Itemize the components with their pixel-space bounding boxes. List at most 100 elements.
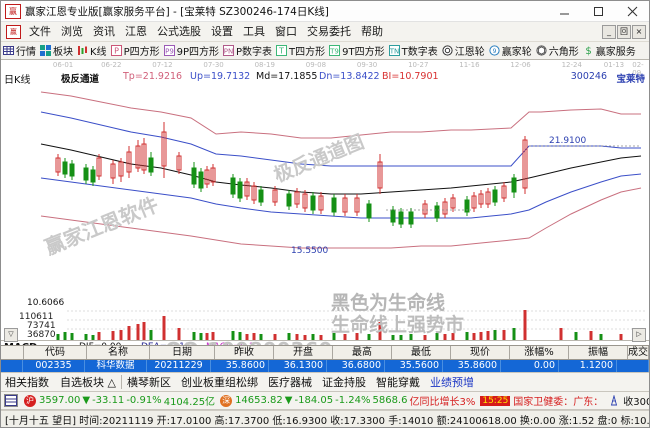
- column-low[interactable]: 最低: [392, 346, 451, 359]
- toolbar-button-p-number[interactable]: PN P数字表: [221, 43, 274, 58]
- toolbar-label: P四方形: [123, 47, 160, 58]
- indicator-param-up: Up=19.7132: [190, 71, 251, 82]
- chart-area[interactable]: 日K线 06-01 06-22 07-12 07-30 08-19 09-08 …: [1, 60, 649, 345]
- p9-square-icon: P9: [163, 45, 175, 56]
- shenzhen-index-change: -184.05: [294, 395, 334, 406]
- close-icon[interactable]: [615, 2, 649, 21]
- list-icon[interactable]: [4, 394, 18, 407]
- price-tag-right: 21.9100: [549, 136, 587, 146]
- quote-table: 代码 名称 日期 昨收 开盘 最高 最低 现价 涨幅% 振幅 成交 002335…: [1, 345, 649, 372]
- column-selector[interactable]: [1, 346, 24, 359]
- row-selector: [1, 360, 23, 372]
- shanghai-index-badge: 沪: [24, 394, 36, 407]
- menu-item-news[interactable]: 资讯: [93, 25, 115, 38]
- toolbar-button-t-square[interactable]: T T四方形: [274, 43, 327, 58]
- column-high[interactable]: 最高: [333, 346, 392, 359]
- menu-item-gann[interactable]: 江恩: [125, 25, 147, 38]
- p-number-icon: PN: [223, 45, 234, 56]
- ticker-tail-text[interactable]: 收300246分笔: [623, 397, 649, 408]
- block-item-hengqin[interactable]: 横琴新区: [126, 376, 171, 389]
- menu-item-window[interactable]: 窗口: [275, 25, 297, 38]
- column-date[interactable]: 日期: [150, 346, 215, 359]
- menu-item-settings[interactable]: 设置: [211, 25, 233, 38]
- toolbar-button-kline[interactable]: K线: [75, 43, 109, 58]
- ticker-news-1[interactable]: 亿同比增长3%: [409, 397, 476, 408]
- shenzhen-index-value: 14653.82: [235, 395, 283, 406]
- divider: [120, 375, 122, 389]
- cell-change-pct: 0.00: [501, 360, 559, 372]
- column-amplitude[interactable]: 振幅: [569, 346, 628, 359]
- toolbar-button-9t-square[interactable]: T9 9T四方形: [327, 43, 386, 58]
- svg-text:$: $: [585, 46, 591, 56]
- block-item-securities-holding[interactable]: 证金持股: [321, 376, 366, 389]
- date-tick: 02-09: [632, 61, 644, 77]
- column-code[interactable]: 代码: [24, 346, 87, 359]
- date-tick: 01-13: [603, 61, 625, 69]
- indicator-param-dn: Dn=13.8422: [319, 71, 380, 82]
- ticker-time-tag: 15:25: [480, 395, 511, 406]
- toolbar-button-winner-service[interactable]: $ 赢家服务: [581, 43, 638, 58]
- cell-low: 35.5600: [385, 360, 443, 372]
- shenzhen-index-amount: 5868.6: [372, 395, 408, 406]
- toolbar-label: 六角形: [548, 47, 579, 58]
- chart-indicator-header: 极反通道 Tp=21.9216 Up=19.7132 Md=17.1855 Dn…: [39, 71, 647, 85]
- chart-scroll-right-button[interactable]: ▷: [632, 328, 646, 342]
- mdi-minimize-icon[interactable]: _: [602, 24, 616, 39]
- toolbar-button-winner-wheel[interactable]: 9 赢家轮: [487, 43, 534, 58]
- toolbar-button-gann-wheel[interactable]: 江恩轮: [440, 43, 487, 58]
- blocks-icon: [40, 45, 51, 56]
- volume-chart-canvas: [56, 310, 646, 340]
- macd-macd: MACD=0.21: [206, 342, 261, 345]
- chart-scroll-left-button[interactable]: ▽: [4, 328, 18, 342]
- column-volume[interactable]: 成交: [628, 346, 649, 359]
- macd-dea: DEA=-0.11: [141, 342, 191, 345]
- ticker-news-2[interactable]: 国家卫健委：广东：: [513, 397, 604, 408]
- toolbar-button-quotes[interactable]: 行情: [1, 43, 38, 58]
- block-item-earnings-growth[interactable]: 业绩预增: [429, 376, 474, 389]
- toolbar-button-hexagon[interactable]: 六角形: [534, 43, 581, 58]
- toolbar-button-p-square[interactable]: P P四方形: [109, 43, 162, 58]
- date-tick: 09-08: [305, 61, 327, 69]
- toolbar-label: 板块: [53, 47, 73, 58]
- title-bar: 赢 赢家江恩专业版[赢家服务平台] - [宝莱特 SZ300246-174日K线…: [1, 1, 649, 22]
- candlestick-icon: [78, 46, 87, 55]
- column-change-pct[interactable]: 涨幅%: [510, 346, 569, 359]
- date-tick: 12-24: [561, 61, 582, 69]
- mdi-close-icon[interactable]: ×: [632, 24, 646, 39]
- price-chart-canvas: [40, 91, 642, 249]
- macd-dif: DIF=0.00: [79, 342, 121, 345]
- date-tick: 07-12: [152, 61, 173, 69]
- toolbar-button-t-number[interactable]: TN T数字表: [387, 43, 440, 58]
- cell-name: 科华数据: [85, 360, 147, 372]
- column-open[interactable]: 开盘: [274, 346, 333, 359]
- minimize-icon[interactable]: [547, 2, 581, 21]
- self-selected-block[interactable]: 自选板块 △: [60, 376, 116, 389]
- menu-item-help[interactable]: 帮助: [361, 25, 383, 38]
- toolbar-label: 9P四方形: [176, 47, 219, 58]
- app-logo-icon: 赢: [5, 3, 21, 19]
- menu-item-tools[interactable]: 工具: [243, 25, 265, 38]
- menu-item-browse[interactable]: 浏览: [61, 25, 83, 38]
- column-name[interactable]: 名称: [87, 346, 150, 359]
- chart-date-axis: 06-01 06-22 07-12 07-30 08-19 09-08 09-3…: [39, 61, 644, 77]
- menu-item-trade[interactable]: 交易委托: [307, 25, 351, 38]
- volume-label-mid: 73741: [27, 321, 56, 331]
- menu-item-formula[interactable]: 公式选股: [157, 25, 201, 38]
- svg-text:P9: P9: [165, 47, 174, 55]
- toolbar-button-9p-square[interactable]: P9 9P四方形: [162, 43, 221, 58]
- table-row[interactable]: 002335 科华数据 20211229 35.8600 36.1300 36.…: [1, 360, 649, 372]
- menu-item-file[interactable]: 文件: [29, 25, 51, 38]
- toolbar-button-blocks[interactable]: 板块: [38, 43, 75, 58]
- block-item-wearable[interactable]: 智能穿戴: [375, 376, 420, 389]
- svg-text:9: 9: [492, 48, 496, 55]
- column-price[interactable]: 现价: [451, 346, 510, 359]
- cell-prev-close: 35.8600: [211, 360, 269, 372]
- maximize-icon[interactable]: [581, 2, 615, 21]
- column-prev-close[interactable]: 昨收: [215, 346, 274, 359]
- t-square-icon: T: [276, 45, 288, 56]
- mdi-restore-icon[interactable]: 回: [617, 24, 631, 39]
- svg-text:PN: PN: [224, 47, 233, 55]
- block-item-chinext-restructure[interactable]: 创业板重组松绑: [180, 376, 258, 389]
- block-item-medical-device[interactable]: 医疗器械: [267, 376, 312, 389]
